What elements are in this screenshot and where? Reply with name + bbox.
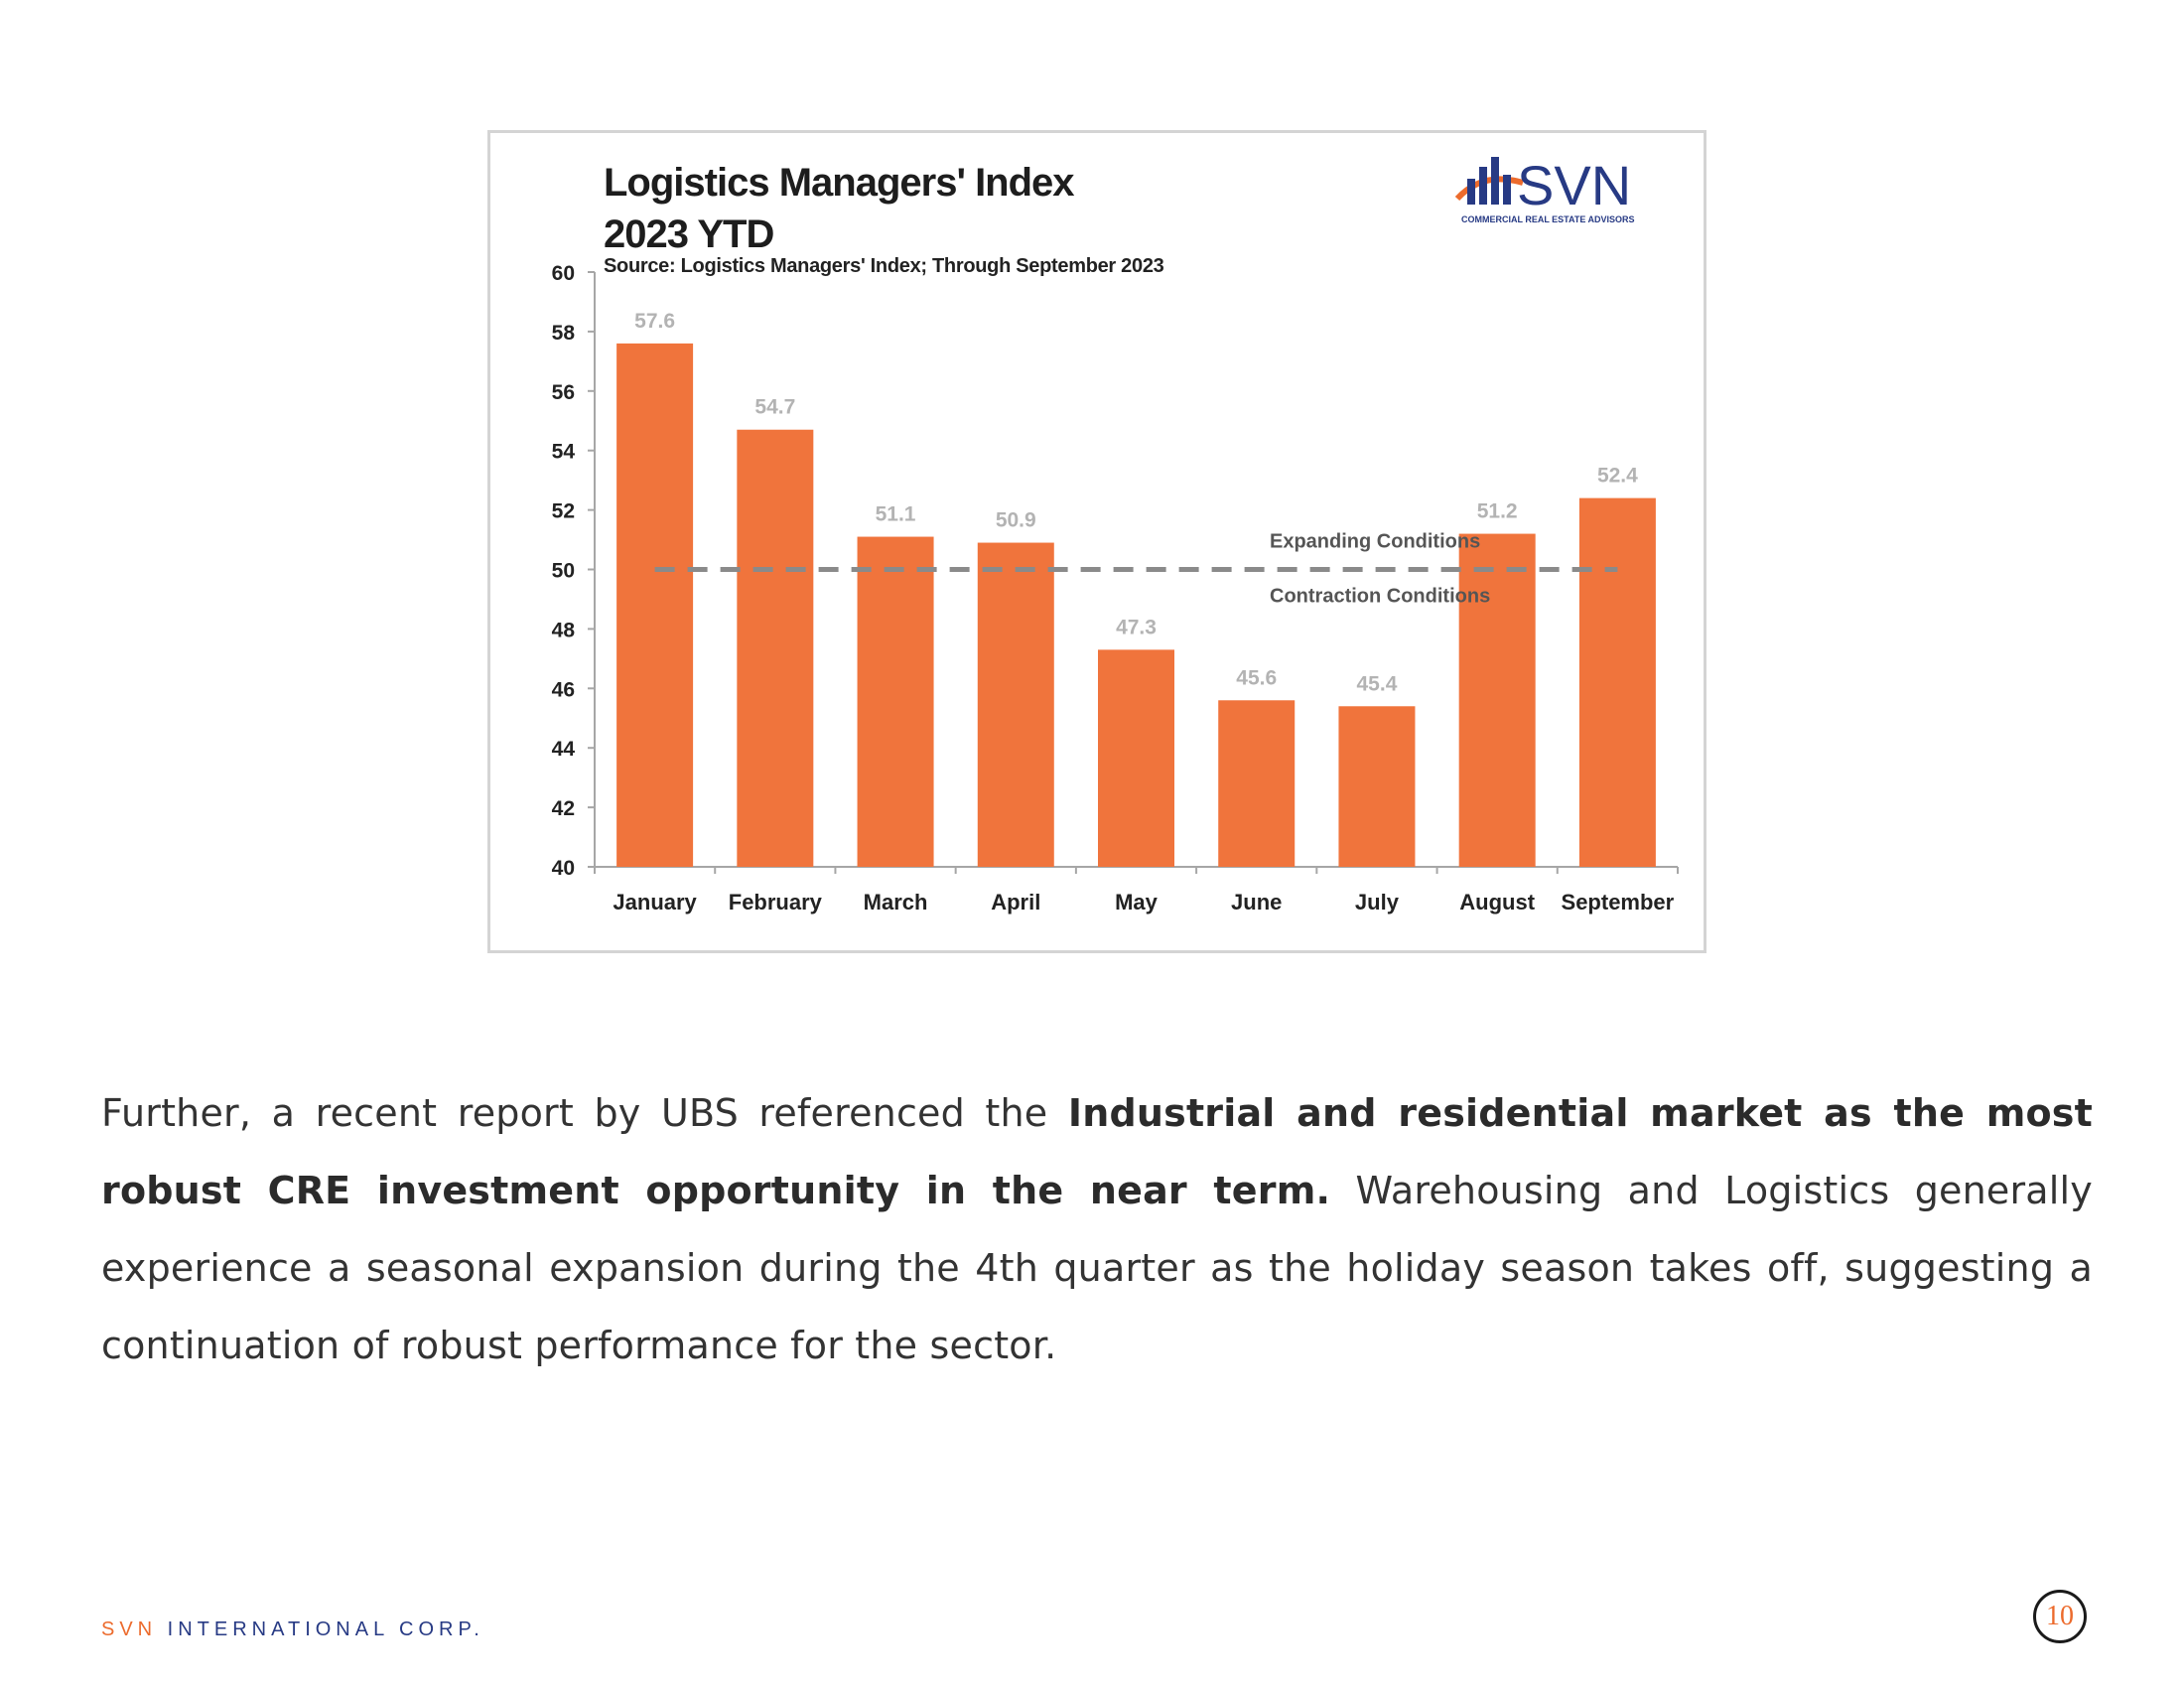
footer-brand-rest: INTERNATIONAL CORP. (157, 1618, 484, 1640)
chart-card: Logistics Managers' Index 2023 YTD Sourc… (487, 130, 1706, 953)
body-text-start: Further, a recent report by UBS referenc… (101, 1091, 1068, 1135)
y-tick-label: 46 (552, 678, 575, 701)
bar-value-label: 47.3 (1116, 616, 1157, 638)
y-tick-label: 60 (552, 262, 575, 285)
body-paragraph: Further, a recent report by UBS referenc… (101, 1074, 2093, 1384)
chart-source: Source: Logistics Managers' Index; Throu… (604, 255, 1164, 277)
bar-value-label: 52.4 (1597, 465, 1638, 488)
bar (1098, 649, 1174, 867)
bar (1578, 497, 1656, 867)
logo-tagline: COMMERCIAL REAL ESTATE ADVISORS (1461, 214, 1635, 224)
x-tick-label: January (613, 890, 697, 914)
bar-chart-plot: 40 42 44 46 48 50 52 54 56 58 60 57.6 January 54.7 Feb… (552, 262, 1679, 914)
bar (1218, 700, 1296, 867)
bar-value-label: 57.6 (634, 310, 675, 333)
x-tick-label: February (729, 890, 823, 914)
y-tick-label: 50 (552, 560, 575, 583)
footer-brand-accent: SVN (101, 1618, 158, 1640)
body-text-bold: Industrial and residential market as the… (101, 1091, 2093, 1212)
logo-mark-icon (1454, 157, 1524, 205)
bar-value-label: 45.6 (1236, 666, 1277, 689)
y-tick-label: 40 (552, 857, 575, 880)
y-tick-label: 52 (552, 500, 575, 523)
x-tick-label: March (864, 890, 928, 914)
y-tick-label: 42 (552, 797, 575, 820)
bar-value-label: 51.2 (1477, 500, 1518, 523)
bar-value-label: 51.1 (876, 503, 916, 526)
bar (1338, 706, 1416, 867)
bar-value-label: 54.7 (754, 396, 795, 419)
y-tick-label: 54 (552, 441, 576, 464)
y-tick-label: 44 (552, 738, 576, 761)
reference-label-above: Expanding Conditions (1270, 531, 1480, 553)
page-number: 10 (2033, 1590, 2087, 1643)
bar (616, 343, 694, 867)
bar (1458, 533, 1536, 867)
x-tick-label: September (1562, 890, 1675, 914)
bar (857, 536, 934, 867)
x-tick-label: August (1459, 890, 1535, 914)
x-tick-label: July (1355, 890, 1400, 914)
body-text-end: Warehousing and Logistics generally expe… (101, 1169, 2093, 1367)
bar (977, 542, 1054, 867)
bar-value-label: 45.4 (1357, 672, 1398, 695)
footer-brand: SVN INTERNATIONAL CORP. (101, 1618, 484, 1641)
chart-title-line1: Logistics Managers' Index (604, 161, 1075, 205)
svn-logo: SVN COMMERCIAL REAL ESTATE ADVISORS (1454, 154, 1635, 224)
x-tick-label: June (1231, 890, 1282, 914)
chart-title-line2: 2023 YTD (604, 212, 774, 256)
chart-title: Logistics Managers' Index 2023 YTD (604, 157, 1075, 260)
bar-value-label: 50.9 (996, 509, 1036, 532)
y-tick-label: 58 (552, 322, 576, 345)
reference-label-below: Contraction Conditions (1270, 586, 1490, 608)
x-tick-label: April (991, 890, 1040, 914)
x-tick-label: May (1115, 890, 1159, 914)
plot-layer: 40 42 44 46 48 50 52 54 56 58 60 57.6 January 54.7 Feb… (552, 262, 1679, 914)
bar (737, 429, 814, 867)
logo-wordmark: SVN (1517, 154, 1631, 216)
y-tick-label: 56 (552, 381, 575, 404)
y-tick-label: 48 (552, 619, 576, 641)
